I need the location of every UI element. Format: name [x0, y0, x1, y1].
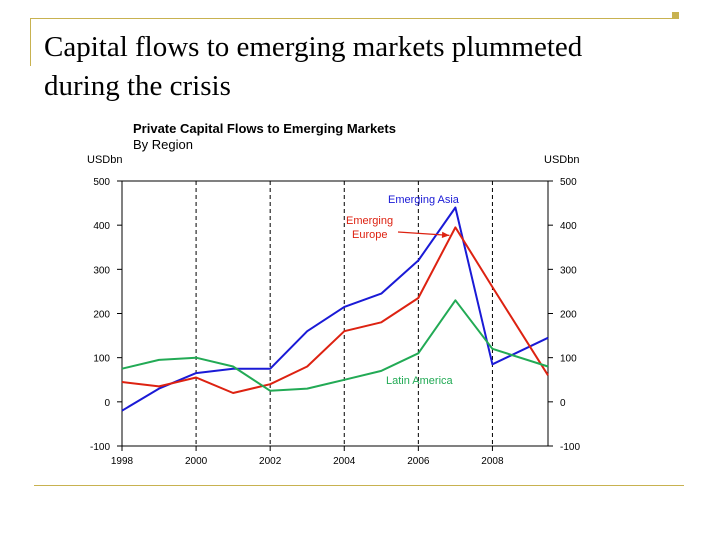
- series-label-emerging-asia: Emerging Asia: [388, 194, 460, 206]
- left-divider: [30, 18, 31, 66]
- y-tick-label-right: 500: [560, 177, 577, 188]
- y-tick-label-right: 0: [560, 398, 566, 409]
- slide-title-line-1: Capital flows to emerging markets plumme…: [44, 31, 583, 63]
- y-tick-label-left: -100: [90, 442, 110, 453]
- right-unit-label: USDbn: [544, 154, 579, 166]
- annotation-pointer-line: [397, 231, 450, 236]
- slide-title-line-2: during the crisis: [44, 70, 231, 102]
- series-line-latin-america: [121, 299, 549, 392]
- series-label-emerging-europe-line1: Emerging: [346, 215, 393, 227]
- y-tick-label-left: 300: [93, 265, 110, 276]
- x-tick-label: 2004: [333, 456, 356, 467]
- y-tick-label-right: 400: [560, 221, 577, 232]
- y-tick-label-right: 100: [560, 354, 577, 365]
- x-tick-label: 2006: [407, 456, 430, 467]
- y-tick-label-left: 0: [104, 398, 110, 409]
- series-line-emerging-europe: [121, 226, 549, 394]
- chart-subtitle: By Region: [133, 137, 193, 152]
- y-tick-label-right: 300: [560, 265, 577, 276]
- x-tick-label: 2000: [185, 456, 208, 467]
- chart-title: Private Capital Flows to Emerging Market…: [133, 121, 396, 136]
- y-tick-label-left: 200: [93, 310, 110, 321]
- top-divider: [30, 18, 678, 19]
- corner-square: [672, 12, 679, 19]
- x-tick-label: 2008: [481, 456, 504, 467]
- x-tick-label: 1998: [111, 456, 134, 467]
- series-label-latin-america: Latin America: [386, 375, 454, 387]
- x-tick-label: 2002: [259, 456, 282, 467]
- slide-title: Capital flows to emerging markets plumme…: [44, 28, 694, 106]
- series-line-emerging-asia: [121, 206, 549, 412]
- y-tick-label-right: 200: [560, 310, 577, 321]
- y-tick-label-left: 400: [93, 221, 110, 232]
- y-tick-label-left: 100: [93, 354, 110, 365]
- series-label-emerging-europe-line2: Europe: [352, 229, 387, 241]
- y-tick-label-right: -100: [560, 442, 580, 453]
- left-unit-label: USDbn: [87, 154, 122, 166]
- annotation-arrowhead: [441, 231, 450, 239]
- plot-area: -100 -100 0 0 100 100 200 200 300 300 400 400 500 500…: [90, 177, 580, 467]
- y-tick-label-left: 500: [93, 177, 110, 188]
- bottom-divider: [34, 485, 684, 486]
